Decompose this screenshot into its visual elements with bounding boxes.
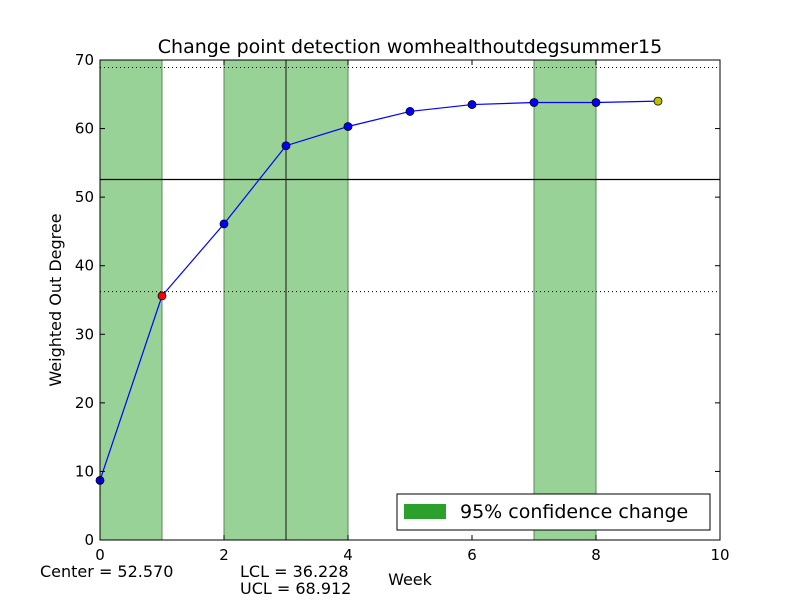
lcl-annotation: LCL = 36.228 [240,562,349,581]
data-point-8 [591,98,601,107]
x-tick-label: 4 [343,546,353,564]
y-tick-label: 0 [84,531,94,549]
data-point-6 [467,100,477,109]
data-point-1 [157,291,167,301]
data-point-4 [343,122,353,131]
legend-label: 95% confidence change [460,501,688,523]
y-tick-label: 10 [75,462,94,480]
ucl-annotation: UCL = 68.912 [240,579,351,598]
legend: 95% confidence change [396,493,711,531]
center-annotation: Center = 52.570 [40,562,173,581]
y-tick-label: 50 [75,188,94,206]
control-lines [100,66,720,293]
legend-box [396,493,711,531]
x-tick-label: 2 [219,546,229,564]
x-tick-label: 8 [591,546,601,564]
y-tick-label: 20 [75,394,94,412]
y-tick-label: 70 [75,51,94,69]
x-tick-label: 10 [710,546,729,564]
axis-tick-labels: 0 2 4 6 8 10 0 10 20 30 40 50 60 70 [75,51,730,564]
data-point-7 [529,98,539,107]
plot-frame [99,59,721,541]
x-tick-label: 0 [95,546,105,564]
data-point-3 [281,141,291,151]
change-region-0 [99,59,163,541]
x-axis-label: Week [388,570,433,589]
series-plot [95,96,663,485]
x-tick-label: 6 [467,546,477,564]
y-axis-label: Weighted Out Degree [46,213,65,386]
chart-title: Change point detection womhealthoutdegsu… [158,36,662,58]
change-region-2 [533,59,597,541]
axis-ticks [99,59,721,541]
y-tick-label: 60 [75,120,94,138]
data-point-9 [653,96,663,106]
series-line-0 [99,100,659,481]
data-point-2 [219,219,229,229]
change-regions [99,59,597,541]
data-point-5 [405,107,415,116]
y-tick-label: 40 [75,257,94,275]
legend-swatch [404,504,446,519]
y-tick-label: 30 [75,325,94,343]
